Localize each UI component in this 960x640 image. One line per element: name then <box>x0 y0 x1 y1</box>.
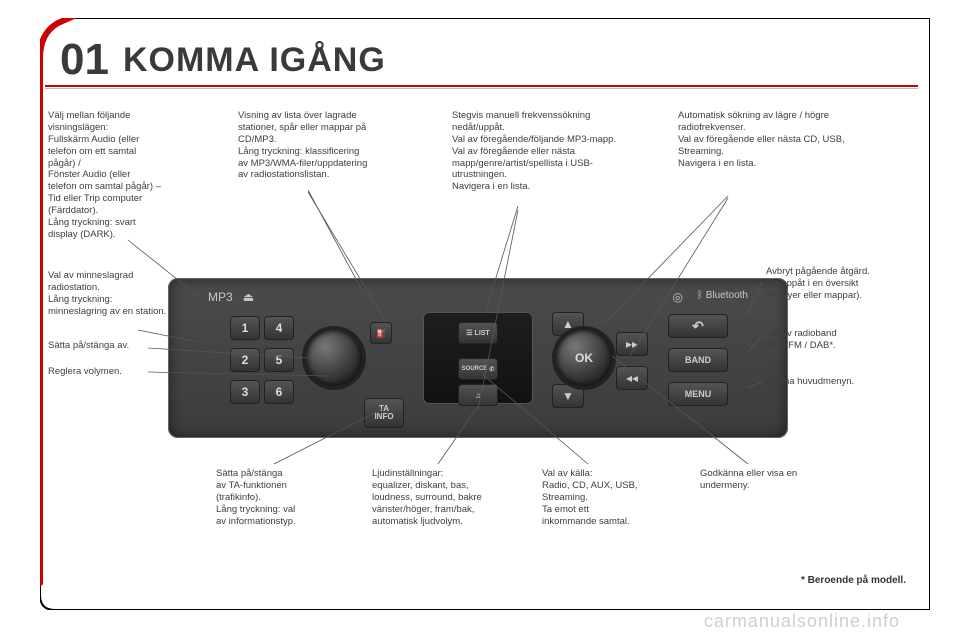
callout-ta: Sätta på/stänga av TA-funktionen (trafik… <box>216 468 296 527</box>
callout-cancel: Avbryt pågående åtgärd. Gå uppåt i en öv… <box>766 266 870 302</box>
callout-mode: Välj mellan följande visningslägen: Full… <box>48 110 161 241</box>
callout-confirm: Godkänna eller visa en undermeny. <box>700 468 797 492</box>
callout-volume: Reglera volymen. <box>48 366 122 378</box>
section-number: 01 <box>60 35 109 85</box>
content-area: MP3 ⏏ ◎ ᛒ Bluetooth 1 2 3 4 5 6 ⛽ TA INF… <box>48 110 912 580</box>
callout-power: Sätta på/stänga av. <box>48 340 129 352</box>
callout-auto: Automatisk sökning av lägre / högre radi… <box>678 110 845 169</box>
callout-source: Val av källa: Radio, CD, AUX, USB, Strea… <box>542 468 638 527</box>
model-note: * Beroende på modell. <box>801 575 906 586</box>
callout-band: Val av radioband AM / FM / DAB*. <box>766 328 837 352</box>
page-title-row: 01 KOMMA IGÅNG <box>60 30 912 90</box>
callout-preset: Val av minneslagrad radiostation. Lång t… <box>48 270 166 318</box>
callout-audio: Ljudinställningar: equalizer, diskant, b… <box>372 468 482 527</box>
section-title: KOMMA IGÅNG <box>123 41 386 80</box>
watermark: carmanualsonline.info <box>704 611 900 632</box>
callout-list: Visning av lista över lagrade stationer,… <box>238 110 367 181</box>
callout-menu: Öppna huvudmenyn. <box>766 376 854 388</box>
callout-step: Stegvis manuell frekvenssökning nedåt/up… <box>452 110 616 193</box>
title-rule-grey <box>45 88 918 89</box>
title-rule-red <box>45 85 918 87</box>
